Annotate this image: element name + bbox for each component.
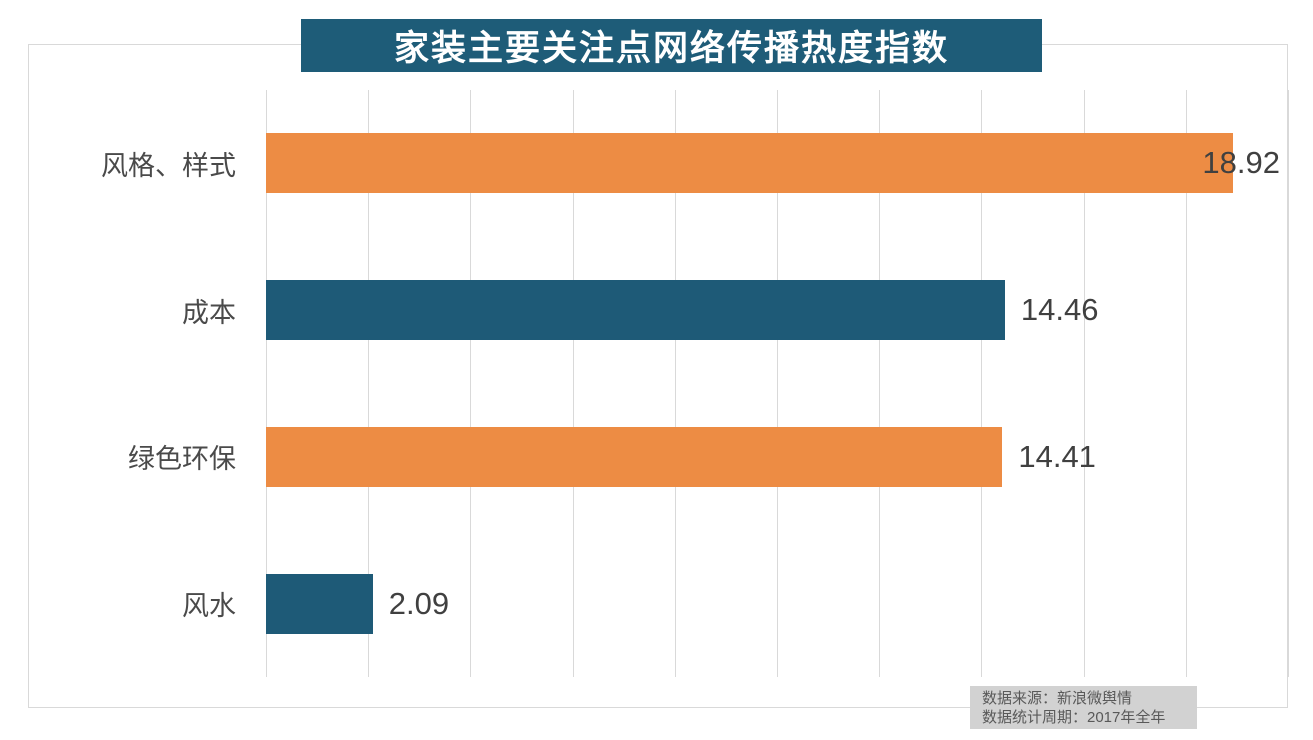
gridline xyxy=(470,90,472,677)
data-source-box: 数据来源：新浪微舆情 数据统计周期：2017年全年 xyxy=(970,686,1197,729)
category-label: 风格、样式 xyxy=(101,150,236,181)
chart-title: 家装主要关注点网络传播热度指数 xyxy=(393,29,949,68)
bar-row: 绿色环保 14.41 xyxy=(28,384,1288,531)
gridline xyxy=(674,90,676,677)
gridline xyxy=(368,90,370,677)
value-label: 2.09 xyxy=(388,585,450,621)
bar-area: 2.09 xyxy=(266,530,1288,677)
bar-area: 18.92 xyxy=(266,90,1288,237)
bar-row: 风格、样式 18.92 xyxy=(28,90,1288,237)
category-label: 成本 xyxy=(182,297,236,328)
data-source-line: 数据来源：新浪微舆情 xyxy=(982,690,1133,707)
bar xyxy=(266,133,1233,194)
gridline xyxy=(1288,90,1289,677)
value-label: 18.92 xyxy=(1202,145,1280,181)
bar xyxy=(266,573,373,634)
bar-area: 14.46 xyxy=(266,237,1288,384)
gridline xyxy=(777,90,778,677)
gridline xyxy=(572,90,574,677)
bar xyxy=(266,280,1005,341)
data-period-line: 数据统计周期：2017年全年 xyxy=(982,709,1166,726)
bar-area: 14.41 xyxy=(266,384,1288,531)
bar-row: 成本 14.46 xyxy=(28,237,1288,384)
gridline xyxy=(981,90,983,677)
gridline xyxy=(879,90,881,677)
bar-rows: 风格、样式 18.92 成本 14.46 绿色环保 14.41 风水 2.09 xyxy=(28,90,1288,677)
gridline xyxy=(1083,90,1085,677)
bar xyxy=(266,426,1003,487)
value-label: 14.46 xyxy=(1020,292,1099,328)
gridline xyxy=(266,90,267,677)
category-label: 绿色环保 xyxy=(128,444,236,475)
bar-row: 风水 2.09 xyxy=(28,530,1288,677)
gridline xyxy=(1185,90,1187,677)
chart-title-banner: 家装主要关注点网络传播热度指数 xyxy=(301,19,1042,72)
category-label: 风水 xyxy=(182,591,236,622)
value-label: 14.41 xyxy=(1018,438,1096,474)
plot-grid xyxy=(266,90,1289,677)
